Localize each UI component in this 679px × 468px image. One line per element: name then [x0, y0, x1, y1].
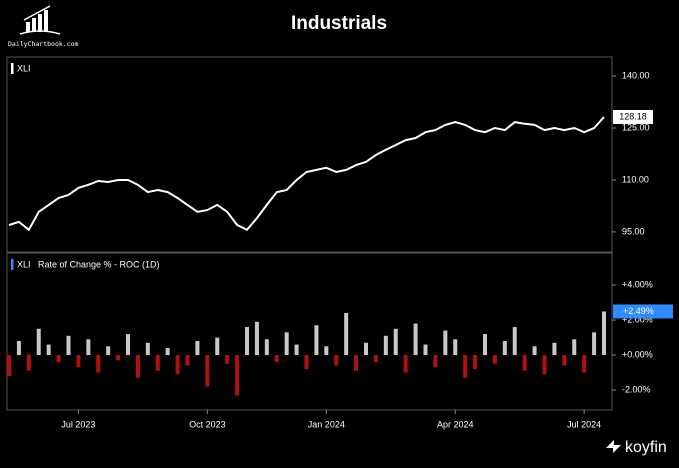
roc-bar: [314, 325, 319, 356]
x-tick-label: Jul 2024: [567, 419, 601, 429]
roc-bar: [572, 339, 577, 356]
roc-bar: [284, 332, 289, 356]
roc-bar: [215, 337, 220, 356]
x-tick-label: Apr 2024: [437, 419, 474, 429]
roc-bar: [235, 355, 240, 396]
roc-bar: [56, 355, 61, 363]
roc-bar: [116, 355, 121, 361]
roc-bar: [473, 355, 478, 370]
y-tick-label: 125.00: [622, 122, 650, 132]
roc-bar: [16, 341, 21, 356]
last-value-label: +2.49%: [623, 306, 654, 316]
roc-bar: [502, 341, 507, 356]
roc-bar: [76, 355, 81, 368]
roc-bar: [334, 355, 339, 366]
roc-bar: [512, 327, 517, 356]
roc-bar: [483, 334, 487, 356]
legend-label: XLI: [17, 63, 31, 73]
roc-bar: [413, 323, 418, 356]
roc-bar: [66, 335, 71, 356]
last-value-box: [613, 304, 673, 319]
price-line: [8, 116, 605, 232]
x-tick-label: Jan 2024: [308, 419, 345, 429]
roc-bar: [383, 335, 388, 356]
y-tick-label: +2.00%: [622, 314, 653, 324]
roc-bar: [254, 321, 259, 356]
y-tick-label: 110.00: [622, 174, 649, 184]
y-tick-label: -2.00%: [622, 384, 651, 394]
roc-bar: [373, 355, 378, 363]
roc-bar: [423, 344, 428, 356]
footer-logo: koyfin: [606, 439, 667, 456]
roc-bar: [36, 328, 41, 356]
roc-bar: [453, 339, 458, 356]
roc-bar: [96, 355, 101, 373]
roc-bar: [106, 346, 111, 356]
roc-bar: [562, 355, 567, 366]
roc-bar: [225, 355, 230, 364]
roc-bar: [165, 348, 170, 356]
legend-swatch: [11, 259, 14, 270]
roc-bar: [155, 355, 160, 371]
roc-bar: [175, 355, 180, 375]
roc-bar: [592, 332, 597, 356]
roc-bar: [86, 339, 91, 356]
roc-bar: [46, 344, 51, 356]
x-tick-label: Jul 2023: [61, 419, 95, 429]
legend-label: XLI: [17, 259, 31, 269]
last-value-label: 128.18: [619, 111, 647, 121]
roc-bar: [542, 355, 547, 375]
last-value-box: [613, 109, 653, 124]
roc-bar: [26, 355, 31, 371]
roc-bar: [463, 355, 468, 378]
roc-bar: [492, 355, 497, 364]
roc-bar: [145, 342, 150, 356]
roc-bar: [195, 341, 200, 356]
roc-bar: [403, 355, 408, 373]
roc-bar: [304, 355, 309, 370]
roc-bar: [393, 328, 398, 356]
y-tick-label: 95.00: [622, 226, 645, 236]
roc-bar: [294, 344, 299, 356]
brand-text: DailyChartbook.com: [8, 40, 79, 48]
roc-bar: [205, 355, 210, 387]
roc-bar: [7, 355, 11, 377]
indicator-label: Rate of Change % - ROC (1D): [38, 259, 160, 269]
brand-logo: DailyChartbook.com: [8, 5, 79, 48]
roc-bar: [126, 334, 130, 356]
roc-bar: [354, 355, 359, 371]
roc-bar: [522, 355, 527, 371]
roc-bar: [552, 342, 557, 356]
roc-panel: [6, 252, 613, 411]
roc-bar: [433, 355, 438, 368]
footer-text: koyfin: [625, 439, 667, 456]
chart-title: Industrials: [291, 13, 387, 34]
legend-swatch: [11, 63, 14, 74]
roc-bar: [135, 355, 140, 378]
y-tick-label: +4.00%: [622, 279, 653, 289]
roc-bar: [443, 330, 448, 356]
roc-bar: [274, 355, 279, 363]
roc-bar: [344, 313, 349, 356]
roc-bar: [185, 355, 190, 366]
roc-bar: [582, 355, 587, 373]
price-panel: [6, 56, 613, 253]
roc-bar: [324, 346, 329, 356]
roc-bar: [532, 346, 537, 356]
roc-bar: [264, 339, 269, 356]
roc-bar: [364, 342, 368, 356]
roc-bar: [245, 327, 249, 356]
y-tick-label: 140.00: [622, 70, 650, 80]
roc-bar: [602, 311, 606, 356]
x-tick-label: Oct 2023: [189, 419, 226, 429]
y-tick-label: +0.00%: [622, 349, 653, 359]
